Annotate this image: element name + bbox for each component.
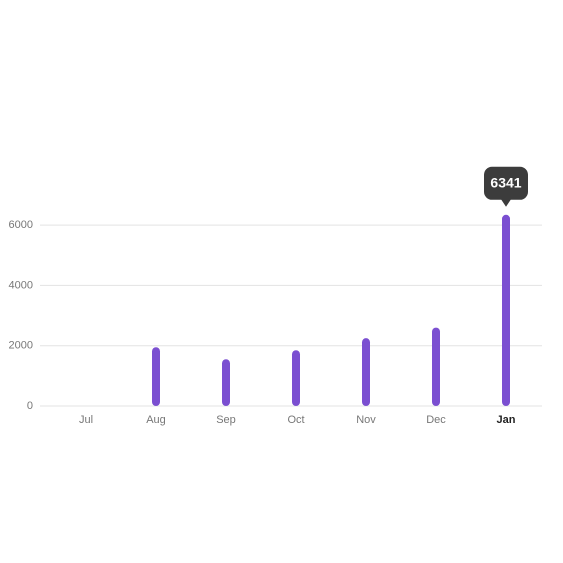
tooltip: 6341 xyxy=(484,166,528,207)
bar xyxy=(502,214,510,406)
x-tick-label: Dec xyxy=(426,414,446,426)
x-tick-label: Oct xyxy=(287,414,304,426)
y-tick-label: 2000 xyxy=(9,340,33,352)
bar xyxy=(292,350,300,406)
y-tick-label: 4000 xyxy=(9,279,33,291)
x-tick-label: Sep xyxy=(216,414,236,426)
tooltip-pointer xyxy=(501,199,511,207)
tooltip-box xyxy=(484,166,528,200)
x-tick-label: Nov xyxy=(356,414,376,426)
bar xyxy=(362,338,370,406)
tooltip-value: 6341 xyxy=(490,174,521,190)
x-tick-label: Jul xyxy=(79,414,93,426)
bar xyxy=(222,359,230,406)
y-tick-label: 6000 xyxy=(9,219,33,231)
bar xyxy=(432,327,440,406)
bar xyxy=(152,347,160,406)
x-tick-label: Jan xyxy=(497,414,516,426)
x-tick-label: Aug xyxy=(146,414,166,426)
y-tick-label: 0 xyxy=(27,400,33,412)
